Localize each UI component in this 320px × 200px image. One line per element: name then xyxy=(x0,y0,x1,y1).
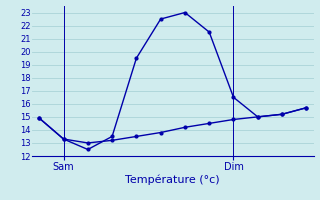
X-axis label: Température (°c): Température (°c) xyxy=(125,174,220,185)
